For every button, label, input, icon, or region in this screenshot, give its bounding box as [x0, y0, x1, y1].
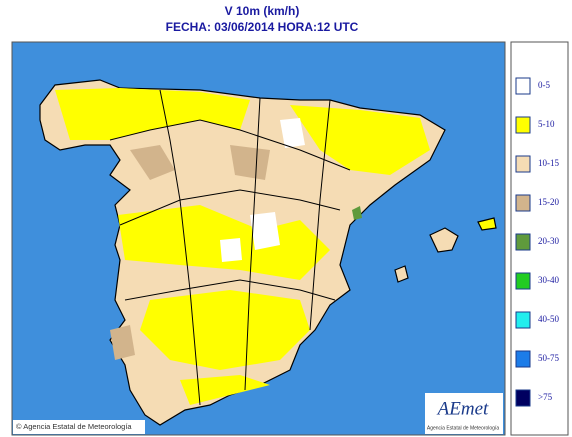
ibiza: [394, 265, 409, 283]
logo-caption: Agencia Estatal de Meteorología: [427, 425, 499, 431]
legend: [510, 41, 569, 436]
legend-label: 30-40: [538, 275, 559, 285]
legend-label: 10-15: [538, 158, 559, 168]
map-title: V 10m (km/h): [225, 4, 300, 18]
area-tan: [110, 325, 135, 360]
legend-swatch: [515, 194, 531, 212]
area-yellow: [55, 88, 250, 140]
area-white: [250, 212, 280, 250]
menorca: [477, 217, 497, 231]
province-borders: [109, 89, 351, 406]
legend-swatch: [515, 389, 531, 407]
legend-swatch: [515, 233, 531, 251]
legend-swatch: [515, 350, 531, 368]
area-white: [280, 118, 305, 148]
area-tan: [130, 145, 175, 180]
area-tan: [230, 145, 270, 180]
legend-swatch: [515, 311, 531, 329]
legend-swatch: [515, 77, 531, 95]
logo-box: [425, 393, 503, 434]
legend-label: 0-5: [538, 80, 550, 90]
area-white: [220, 238, 242, 262]
legend-swatch: [515, 116, 531, 134]
area-yellow: [140, 290, 310, 370]
legend-label: 50-75: [538, 353, 559, 363]
legend-label: >75: [538, 392, 553, 402]
legend-swatch: [515, 272, 531, 290]
area-green: [352, 206, 362, 220]
legend-label: 20-30: [538, 236, 559, 246]
area-yellow: [290, 105, 430, 175]
map-subtitle: FECHA: 03/06/2014 HORA:12 UTC: [166, 20, 359, 34]
wind-areas: [55, 88, 430, 405]
mallorca: [429, 227, 459, 253]
legend-label: 40-50: [538, 314, 559, 324]
copyright-box: [13, 420, 145, 434]
legend-swatch: [515, 155, 531, 173]
legend-label: 15-20: [538, 197, 559, 207]
logo-name: AEmet: [436, 398, 489, 419]
copyright: © Agencia Estatal de Meteorología: [16, 422, 132, 431]
legend-items: 0-5 5-10 10-15 15-20 20-30 30-40 40-50 50-75 >75: [515, 77, 559, 407]
legend-label: 5-10: [538, 119, 555, 129]
area-yellow: [180, 375, 270, 405]
